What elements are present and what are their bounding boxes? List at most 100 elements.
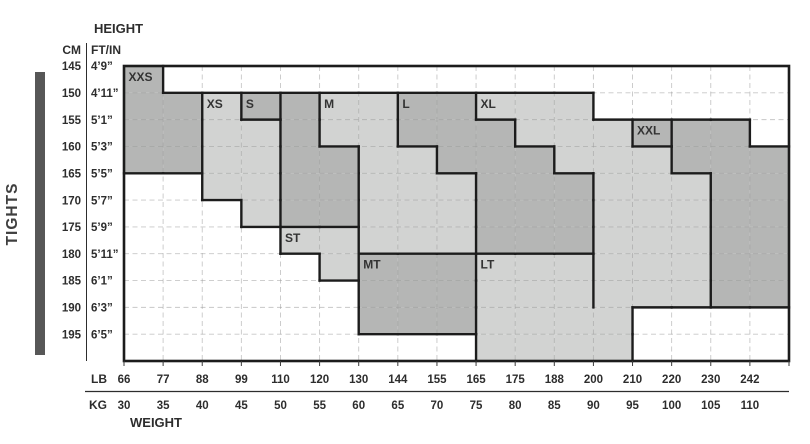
grid-cell (358, 119, 398, 147)
grid-cell (163, 119, 203, 147)
grid-cell (710, 280, 750, 308)
grid-cell (476, 173, 516, 201)
grid-cell (632, 146, 672, 174)
grid-outer-border (122, 64, 791, 363)
grid-cell (593, 146, 633, 174)
weight-kg-label: 40 (196, 400, 209, 412)
weight-lb-label: 210 (623, 374, 642, 386)
weight-kg-label: 35 (157, 400, 170, 412)
height-cm-label: 170 (62, 195, 81, 207)
grid-cell (319, 146, 359, 174)
weight-lb-label: 144 (388, 374, 408, 386)
grid-cell (241, 119, 281, 147)
size-label-XXS: XXS (129, 70, 153, 84)
grid-cell (358, 253, 398, 281)
size-label-XL: XL (481, 97, 496, 111)
weight-lb-label: 110 (271, 374, 290, 386)
grid-cell (476, 146, 516, 174)
grid-cell (358, 146, 398, 174)
grid-cell (319, 92, 359, 120)
grid-cell (554, 307, 594, 335)
height-ftin-label: 4’9” (91, 61, 113, 73)
weight-kg-label: 65 (391, 400, 404, 412)
grid-cell (632, 173, 672, 201)
grid-cell (749, 173, 789, 201)
weight-lb-label: 66 (118, 374, 131, 386)
height-cm-label: 155 (62, 115, 82, 127)
grid-cell (593, 200, 633, 227)
grid-cell (124, 66, 164, 93)
grid-cell (124, 92, 164, 120)
grid-cell (554, 334, 594, 361)
size-region-labels: XXS XS S M L XL XXL ST MT LT (129, 70, 661, 272)
grid-cell (749, 253, 789, 281)
grid-cell (593, 226, 633, 254)
grid-cell (593, 119, 633, 147)
weight-kg-label: 70 (431, 400, 444, 412)
weight-kg-label: 45 (235, 400, 248, 412)
weight-lb-label: 120 (310, 374, 329, 386)
size-label-XS: XS (207, 97, 223, 111)
weight-lb-label: 165 (466, 374, 486, 386)
grid-cell (476, 280, 516, 308)
grid-cell (554, 253, 594, 281)
grid-cell (436, 200, 477, 227)
height-ftin-label: 5’7” (91, 195, 113, 207)
weight-lb-label: 88 (196, 374, 209, 386)
grid-cell (397, 226, 437, 254)
weight-kg-label: 30 (118, 400, 131, 412)
grid-cell (632, 280, 672, 308)
weight-lb-label: 188 (545, 374, 565, 386)
grid-cell (710, 119, 750, 147)
grid-cell (241, 200, 281, 227)
cm-header: CM (62, 43, 81, 57)
grid-cell (554, 200, 594, 227)
grid-cell (241, 146, 281, 174)
weight-kg-label: 50 (274, 400, 287, 412)
height-ftin-label: 6’1” (91, 276, 113, 288)
grid-cell (749, 280, 789, 308)
grid-cell (202, 146, 242, 174)
height-cm-label: 175 (62, 222, 82, 234)
grid-cell (554, 146, 594, 174)
grid-cell (632, 119, 672, 147)
height-ftin-label: 5’9” (91, 222, 113, 234)
grid-cell (515, 280, 555, 308)
grid-cell (749, 200, 789, 227)
grid-cell (515, 146, 555, 174)
grid-cell (710, 253, 750, 281)
side-accent-bar (35, 72, 45, 355)
weight-lb-label: 242 (740, 374, 759, 386)
grid-cell (241, 173, 281, 201)
size-label-L: L (402, 97, 409, 111)
grid-cell (554, 173, 594, 201)
grid-cell (515, 226, 555, 254)
grid-cell (476, 92, 516, 120)
grid-cell (436, 173, 477, 201)
grid-cell (749, 146, 789, 174)
grid-cell (476, 334, 516, 361)
grid-cell (280, 119, 320, 147)
height-cm-label: 145 (62, 61, 82, 73)
weight-lb-label: 130 (349, 374, 368, 386)
height-cm-label: 150 (62, 88, 81, 100)
grid-cell (358, 226, 398, 254)
size-label-XXL: XXL (637, 124, 660, 138)
grid-cell (671, 226, 711, 254)
height-cm-label: 180 (62, 249, 81, 261)
grid-cell (593, 173, 633, 201)
grid-cell (436, 307, 477, 335)
grid-cell (397, 253, 437, 281)
grid-cell (476, 119, 516, 147)
size-label-ST: ST (285, 231, 301, 245)
height-ftin-label: 5’1” (91, 115, 113, 127)
grid-cell (515, 334, 555, 361)
grid-cell (202, 173, 242, 201)
grid-cell (671, 146, 711, 174)
grid-cell (554, 226, 594, 254)
grid-cell (124, 119, 164, 147)
grid-cell (671, 280, 711, 308)
grid-cell (397, 280, 437, 308)
